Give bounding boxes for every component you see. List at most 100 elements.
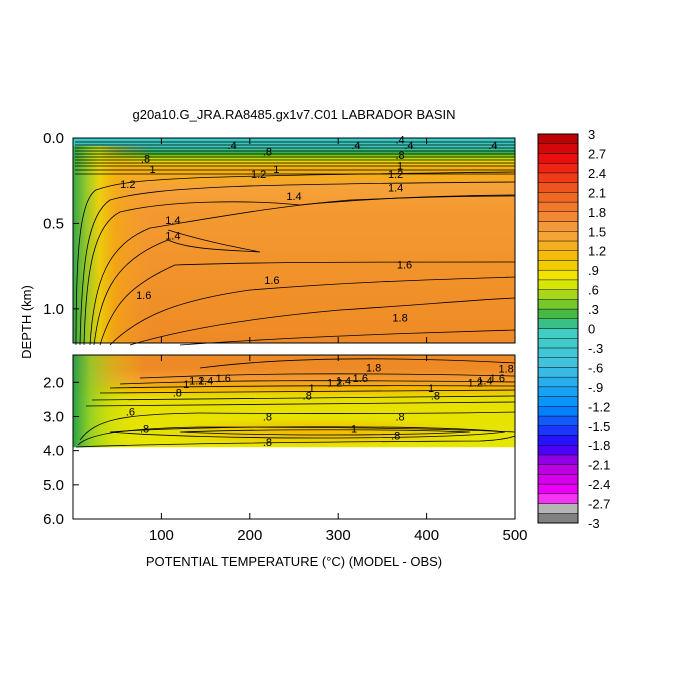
contour-label: 1.2	[388, 169, 403, 181]
contour-label: .8	[263, 437, 272, 449]
colorbar-bin	[537, 367, 579, 378]
contour-line	[179, 329, 516, 346]
colorbar-bin	[537, 396, 579, 407]
contour-label: 1.6	[264, 275, 279, 287]
colorbar-tick-label: 2.4	[588, 166, 606, 181]
contour-line	[74, 141, 516, 143]
contour-line	[75, 435, 516, 448]
x-tick-label: 300	[326, 527, 351, 544]
colorbar-bin	[537, 211, 579, 222]
colorbar: 3 2.7 2.4 2.1 1.8 1.5 1.2 .9 .6 .3 0 -.3 -.6 -.9 -1.2 -…	[537, 127, 610, 531]
lower-panel: 2.0 3.0 4.0 5.0 6.0	[43, 354, 516, 528]
contour-label: 1.8	[392, 312, 407, 324]
contour-line	[74, 169, 516, 171]
contour-line	[119, 380, 516, 385]
colorbar-bin	[537, 435, 579, 446]
colorbar-tick-label: .9	[588, 263, 599, 278]
colorbar-tick-label: -2.1	[588, 458, 610, 473]
contour-label: .8	[303, 390, 312, 402]
colorbar-bin	[537, 279, 579, 290]
x-axis-title: POTENTIAL TEMPERATURE (°C) (MODEL - OBS)	[146, 554, 442, 569]
contour-label: 1.8	[499, 364, 514, 376]
contour-line	[109, 385, 516, 389]
colorbar-bin	[537, 493, 579, 504]
colorbar-bin	[537, 464, 579, 475]
contour-label: 1.2	[468, 377, 483, 389]
contour-line	[109, 276, 516, 346]
colorbar-tick-label: -1.8	[588, 438, 610, 453]
contour-line	[74, 150, 516, 152]
colorbar-tick-label: 1.8	[588, 205, 606, 220]
contour-line	[75, 171, 516, 346]
colorbar-bin	[537, 182, 579, 193]
colorbar-bin	[537, 172, 579, 183]
y-axis-title: DEPTH (km)	[19, 285, 34, 359]
colorbar-tick-label: 3	[588, 127, 595, 142]
contour-label: 1	[183, 379, 189, 391]
contour-line	[199, 358, 516, 369]
contour-line	[74, 165, 516, 167]
contour-label: .8	[263, 147, 272, 159]
contour-labels: .4.4.4.4.4.8.8.81 1 11.21.2 1.21.41.41.41.4…	[120, 135, 514, 449]
x-axis: 100 200 300 400 500	[149, 138, 528, 544]
chart-title: g20a10.G_JRA.RA8485.gx1v7.C01 LABRADOR B…	[132, 107, 455, 122]
colorbar-tick-label: -.9	[588, 380, 603, 395]
colorbar-tick-label: .6	[588, 283, 599, 298]
lower-y-tick-label: 4.0	[43, 443, 64, 460]
contour-label: 1	[149, 164, 155, 176]
colorbar-tick-label: -.6	[588, 360, 603, 375]
colorbar-bin	[537, 406, 579, 417]
contour-label: 1.6	[353, 373, 368, 385]
contour-line	[79, 181, 516, 346]
colorbar-bin	[537, 503, 579, 514]
contour-line	[109, 426, 506, 439]
contour-label: 1.2	[327, 377, 342, 389]
contour-label: 1.6	[490, 373, 505, 385]
contour-label: 1.2	[251, 169, 266, 181]
contour-label: 1	[309, 383, 315, 395]
colorbar-bin	[537, 269, 579, 281]
colorbar-bin	[537, 250, 579, 261]
colorbar-bin	[537, 425, 579, 436]
colorbar-bin	[537, 386, 579, 397]
colorbar-bin	[537, 308, 579, 319]
contour-label: 1.4	[165, 230, 180, 242]
contour-label: .8	[395, 150, 404, 162]
contour-label: 1.6	[216, 373, 231, 385]
colorbar-tick-label: 2.1	[588, 185, 606, 200]
contour-label: 1.4	[336, 376, 351, 388]
colorbar-tick-label: 1.2	[588, 244, 606, 259]
colorbar-tick-label: -2.4	[588, 477, 610, 492]
contour-line	[139, 373, 516, 379]
contour-label: .8	[263, 412, 272, 424]
colorbar-tick-label: 1.5	[588, 224, 606, 239]
contour-label: 1.6	[136, 290, 151, 302]
contour-label: 1.4	[388, 183, 403, 195]
contour-line	[89, 195, 516, 346]
contour-label: 1.8	[366, 363, 381, 375]
contour-line	[74, 147, 516, 149]
contour-label: .4	[395, 135, 404, 147]
lower-field-left-shading	[73, 355, 515, 448]
contour-line	[99, 261, 516, 346]
colorbar-bin	[537, 289, 579, 300]
colorbar-bin	[537, 221, 579, 232]
x-tick-label: 500	[502, 527, 527, 544]
colorbar-frame	[537, 133, 579, 524]
upper-contour-lines	[74, 141, 516, 346]
contour-line	[74, 159, 516, 161]
contour-label: 1.4	[165, 215, 180, 227]
colorbar-tick-label: .3	[588, 302, 599, 317]
contour-label: .8	[391, 430, 400, 442]
contour-label: .6	[126, 406, 135, 418]
colorbar-bin	[537, 260, 579, 271]
upper-y-tick-label: 0.5	[43, 215, 64, 232]
contour-line	[74, 162, 516, 164]
colorbar-bin	[537, 328, 579, 339]
colorbar-tick-label: 2.7	[588, 146, 606, 161]
colorbar-bin	[537, 513, 579, 524]
contour-label: 1.4	[286, 191, 301, 203]
contour-label: 1.4	[198, 376, 213, 388]
contour-label: 1	[397, 160, 403, 172]
colorbar-tick-label: -1.5	[588, 419, 610, 434]
